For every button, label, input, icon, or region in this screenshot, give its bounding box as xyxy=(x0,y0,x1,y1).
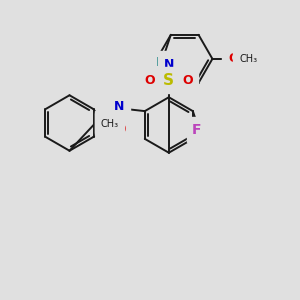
Text: O: O xyxy=(145,74,155,87)
Text: O: O xyxy=(228,52,238,65)
Text: CH₃: CH₃ xyxy=(100,119,118,129)
Text: H: H xyxy=(156,56,166,69)
Text: H: H xyxy=(106,97,116,110)
Text: N: N xyxy=(114,100,124,113)
Text: CH₃: CH₃ xyxy=(100,117,118,127)
Text: N: N xyxy=(164,58,174,71)
Text: F: F xyxy=(192,123,202,137)
Text: S: S xyxy=(163,73,174,88)
Text: O: O xyxy=(116,123,126,136)
Text: O: O xyxy=(182,74,193,87)
Text: CH₃: CH₃ xyxy=(239,54,257,64)
